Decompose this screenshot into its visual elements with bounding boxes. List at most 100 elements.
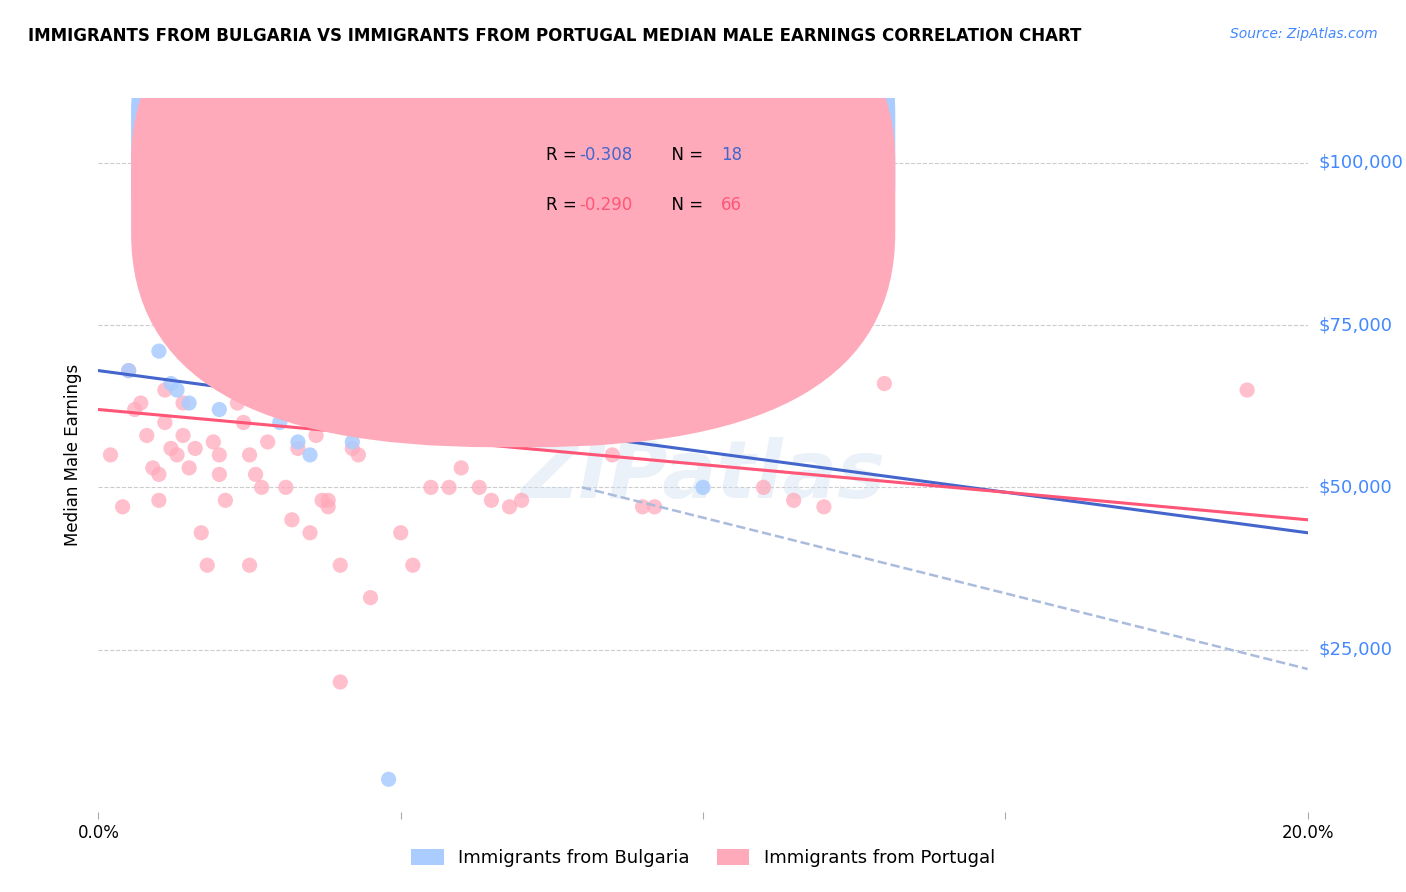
Point (510, 493, 533, 508)
Text: N =: N = (661, 195, 709, 213)
Point (239, 363, 262, 377)
Point (135, 428, 157, 442)
Point (195, 311, 218, 326)
Point (142, 461, 165, 475)
Point (782, 493, 804, 508)
Point (377, 772, 399, 787)
FancyBboxPatch shape (467, 120, 782, 234)
Text: Source: ZipAtlas.com: Source: ZipAtlas.com (1230, 27, 1378, 41)
Point (269, 416, 291, 430)
Point (873, 376, 896, 391)
Point (208, 467, 231, 482)
Point (389, 525, 412, 540)
Point (692, 396, 714, 410)
FancyBboxPatch shape (131, 0, 896, 447)
Point (190, 525, 212, 540)
Point (202, 434, 225, 449)
Text: -0.308: -0.308 (579, 145, 633, 163)
Point (184, 351, 207, 365)
Point (256, 434, 278, 449)
Point (111, 500, 134, 514)
Point (269, 396, 291, 410)
Point (129, 396, 152, 410)
Point (305, 428, 328, 442)
Point (342, 434, 364, 449)
Point (100, 448, 122, 462)
Point (245, 467, 267, 482)
Point (274, 480, 297, 494)
Point (166, 448, 188, 462)
Point (329, 558, 352, 573)
Point (329, 675, 352, 690)
Y-axis label: Median Male Earnings: Median Male Earnings (65, 364, 83, 546)
Point (148, 493, 170, 508)
Text: R =: R = (546, 145, 582, 163)
Text: ZIPatlas: ZIPatlas (520, 437, 886, 516)
Point (221, 383, 243, 397)
Point (184, 442, 207, 456)
Point (153, 416, 176, 430)
Point (316, 416, 339, 430)
Point (468, 480, 491, 494)
Point (311, 493, 333, 508)
Text: $75,000: $75,000 (1319, 316, 1393, 334)
Point (239, 448, 262, 462)
Text: $25,000: $25,000 (1319, 640, 1393, 658)
Point (124, 402, 146, 417)
Point (281, 513, 304, 527)
Point (342, 442, 364, 456)
Text: 18: 18 (721, 145, 742, 163)
Point (1236, 383, 1258, 397)
Text: 66: 66 (721, 195, 742, 213)
Point (195, 351, 218, 365)
Point (347, 448, 370, 462)
Point (239, 558, 262, 573)
Point (287, 442, 309, 456)
Point (153, 383, 176, 397)
Text: IMMIGRANTS FROM BULGARIA VS IMMIGRANTS FROM PORTUGAL MEDIAN MALE EARNINGS CORREL: IMMIGRANTS FROM BULGARIA VS IMMIGRANTS F… (28, 27, 1081, 45)
Point (195, 558, 218, 573)
Point (177, 396, 201, 410)
Point (402, 558, 425, 573)
Point (256, 266, 278, 280)
Point (166, 383, 188, 397)
Point (118, 363, 141, 377)
Point (281, 363, 304, 377)
Point (316, 493, 339, 508)
Point (172, 396, 194, 410)
Text: $100,000: $100,000 (1319, 154, 1403, 172)
Point (232, 416, 254, 430)
Point (208, 448, 231, 462)
Point (299, 448, 322, 462)
FancyBboxPatch shape (131, 0, 896, 397)
Point (360, 591, 382, 605)
Point (498, 500, 520, 514)
Point (510, 331, 533, 345)
Point (177, 461, 201, 475)
Point (118, 363, 141, 377)
Point (250, 480, 273, 494)
Point (644, 500, 666, 514)
Point (419, 480, 441, 494)
Point (602, 448, 624, 462)
Point (631, 500, 654, 514)
Point (316, 500, 339, 514)
Point (148, 344, 170, 359)
Point (437, 480, 460, 494)
Point (172, 428, 194, 442)
Point (481, 493, 503, 508)
Point (813, 500, 835, 514)
Point (752, 480, 775, 494)
Point (287, 434, 309, 449)
Text: -0.290: -0.290 (579, 195, 633, 213)
Point (148, 467, 170, 482)
Point (160, 376, 183, 391)
Point (226, 396, 249, 410)
Point (208, 402, 231, 417)
Text: N =: N = (661, 145, 709, 163)
Point (692, 480, 714, 494)
Point (450, 461, 472, 475)
Point (160, 442, 183, 456)
Legend: Immigrants from Bulgaria, Immigrants from Portugal: Immigrants from Bulgaria, Immigrants fro… (404, 841, 1002, 874)
Point (256, 396, 278, 410)
